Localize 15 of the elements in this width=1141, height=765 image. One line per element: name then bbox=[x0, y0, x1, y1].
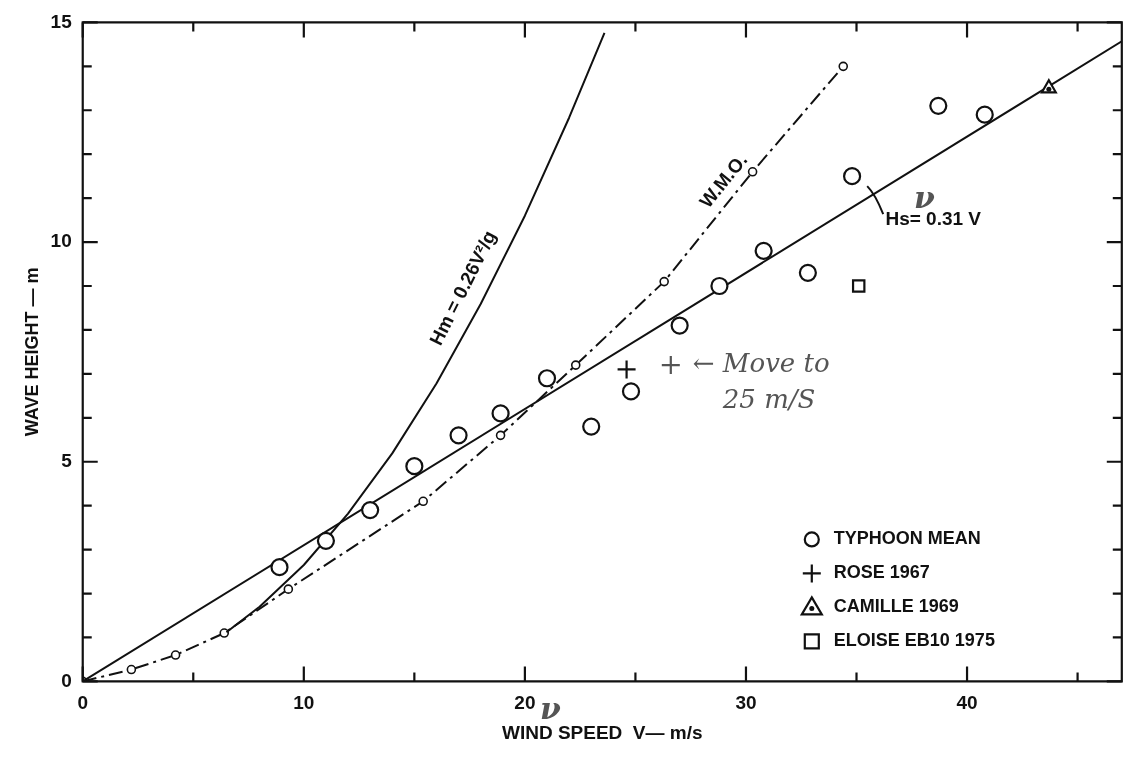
legend-label: CAMILLE 1969 bbox=[833, 596, 959, 617]
x-tick-label: 30 bbox=[735, 692, 757, 714]
annotation: ← Move to 25 m/S bbox=[692, 347, 830, 414]
y-tick-label: 0 bbox=[61, 669, 72, 691]
x-tick-label: 40 bbox=[956, 692, 978, 714]
legend-label: ROSE 1967 bbox=[833, 562, 930, 583]
y-tick-label: 5 bbox=[61, 449, 73, 471]
x-tick-label: 0 bbox=[77, 692, 89, 714]
x-tick-label: 10 bbox=[293, 692, 315, 714]
y-axis-title: WAVE HEIGHT — m bbox=[21, 267, 42, 437]
legend-label: ELOISE EB10 1975 bbox=[833, 630, 995, 651]
y-tick-label: 10 bbox=[50, 230, 72, 252]
x-tick-label: 20 bbox=[514, 692, 536, 714]
y-tick-label: 15 bbox=[50, 10, 73, 32]
legend-label: TYPHOON MEAN bbox=[833, 528, 981, 549]
